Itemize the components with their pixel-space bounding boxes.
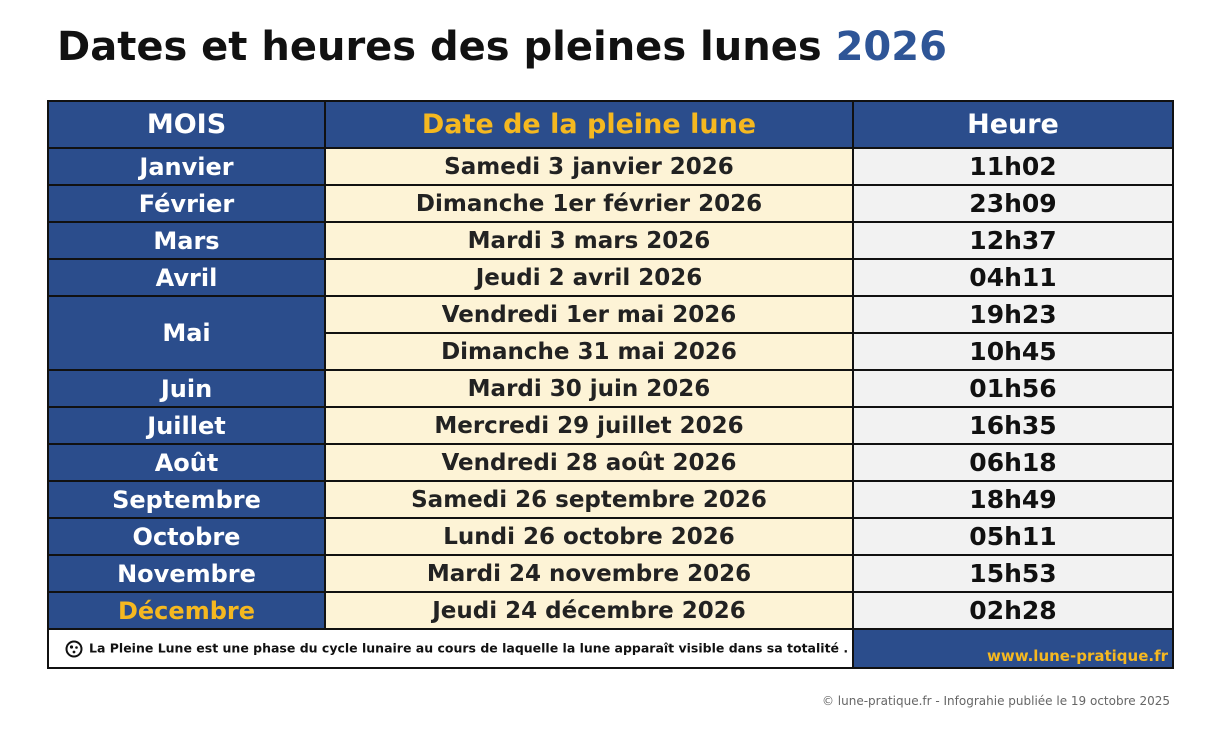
time-cell: 02h28: [852, 591, 1174, 630]
date-cell: Vendredi 28 août 2026: [324, 443, 854, 482]
moon-icon: [65, 640, 83, 657]
time-cell: 01h56: [852, 369, 1174, 408]
moon-table: MOIS Date de la pleine lune Heure Janvie…: [47, 100, 1174, 669]
month-cell: Février: [47, 184, 326, 223]
table-row: Novembre Mardi 24 novembre 2026 15h53: [47, 554, 1174, 593]
table-row: Avril Jeudi 2 avril 2026 04h11: [47, 258, 1174, 297]
date-cell: Jeudi 24 décembre 2026: [324, 591, 854, 630]
table-row: Juillet Mercredi 29 juillet 2026 16h35: [47, 406, 1174, 445]
date-cell: Mardi 3 mars 2026: [324, 221, 854, 260]
time-cell: 23h09: [852, 184, 1174, 223]
date-cell: Mardi 24 novembre 2026: [324, 554, 854, 593]
time-cell: 04h11: [852, 258, 1174, 297]
table-row: Octobre Lundi 26 octobre 2026 05h11: [47, 517, 1174, 556]
title-year: 2026: [835, 24, 947, 70]
date-cell: Mercredi 29 juillet 2026: [324, 406, 854, 445]
month-cell: Octobre: [47, 517, 326, 556]
table-row: Dimanche 31 mai 2026 10h45: [48, 332, 1174, 371]
time-cell: 05h11: [852, 517, 1174, 556]
time-cell: 19h23: [852, 295, 1174, 334]
date-cell: Jeudi 2 avril 2026: [324, 258, 854, 297]
time-cell: 18h49: [852, 480, 1174, 519]
date-cell: Samedi 3 janvier 2026: [324, 147, 854, 186]
month-cell: Juin: [47, 369, 326, 408]
month-cell: Mai: [47, 295, 326, 371]
time-cell: 06h18: [852, 443, 1174, 482]
table-row: Juin Mardi 30 juin 2026 01h56: [47, 369, 1174, 408]
date-cell: Vendredi 1er mai 2026: [324, 295, 854, 334]
month-cell: Décembre: [47, 591, 326, 630]
time-cell: 11h02: [852, 147, 1174, 186]
table-row: Mars Mardi 3 mars 2026 12h37: [47, 221, 1174, 260]
month-cell: Septembre: [47, 480, 326, 519]
date-cell: Samedi 26 septembre 2026: [324, 480, 854, 519]
date-cell: Lundi 26 octobre 2026: [324, 517, 854, 556]
header-cell: MOIS: [47, 100, 326, 149]
table-row: Août Vendredi 28 août 2026 06h18: [47, 443, 1174, 482]
date-cell: Dimanche 31 mai 2026: [324, 332, 854, 371]
note-text: La Pleine Lune est une phase du cycle lu…: [89, 640, 849, 655]
month-cell: Juillet: [47, 406, 326, 445]
time-cell: 16h35: [852, 406, 1174, 445]
time-cell: 10h45: [852, 332, 1174, 371]
footer-row: La Pleine Lune est une phase du cycle lu…: [47, 628, 1174, 669]
time-cell: 12h37: [852, 221, 1174, 260]
header-cell: Heure: [852, 100, 1174, 149]
time-cell: 15h53: [852, 554, 1174, 593]
month-cell: Janvier: [47, 147, 326, 186]
copyright: © lune-pratique.fr - Infograhie publiée …: [821, 694, 1170, 708]
table-row: Septembre Samedi 26 septembre 2026 18h49: [47, 480, 1174, 519]
month-cell: Avril: [47, 258, 326, 297]
month-cell: Mars: [47, 221, 326, 260]
table-row: Décembre Jeudi 24 décembre 2026 02h28: [47, 591, 1174, 630]
title: Dates et heures des pleines lunes 2026: [57, 24, 947, 70]
date-cell: Dimanche 1er février 2026: [324, 184, 854, 223]
title-text: Dates et heures des pleines lunes: [57, 24, 822, 70]
website: www.lune-pratique.fr: [852, 628, 1174, 669]
month-cell: Novembre: [47, 554, 326, 593]
header-row: MOIS Date de la pleine lune Heure: [47, 100, 1174, 149]
date-cell: Mardi 30 juin 2026: [324, 369, 854, 408]
note-cell: La Pleine Lune est une phase du cycle lu…: [47, 628, 854, 669]
month-cell: Août: [47, 443, 326, 482]
header-cell: Date de la pleine lune: [324, 100, 854, 149]
table-row: Mai Vendredi 1er mai 2026 19h23: [47, 295, 1174, 371]
table-row: Janvier Samedi 3 janvier 2026 11h02: [47, 147, 1174, 186]
table-row: Février Dimanche 1er février 2026 23h09: [47, 184, 1174, 223]
